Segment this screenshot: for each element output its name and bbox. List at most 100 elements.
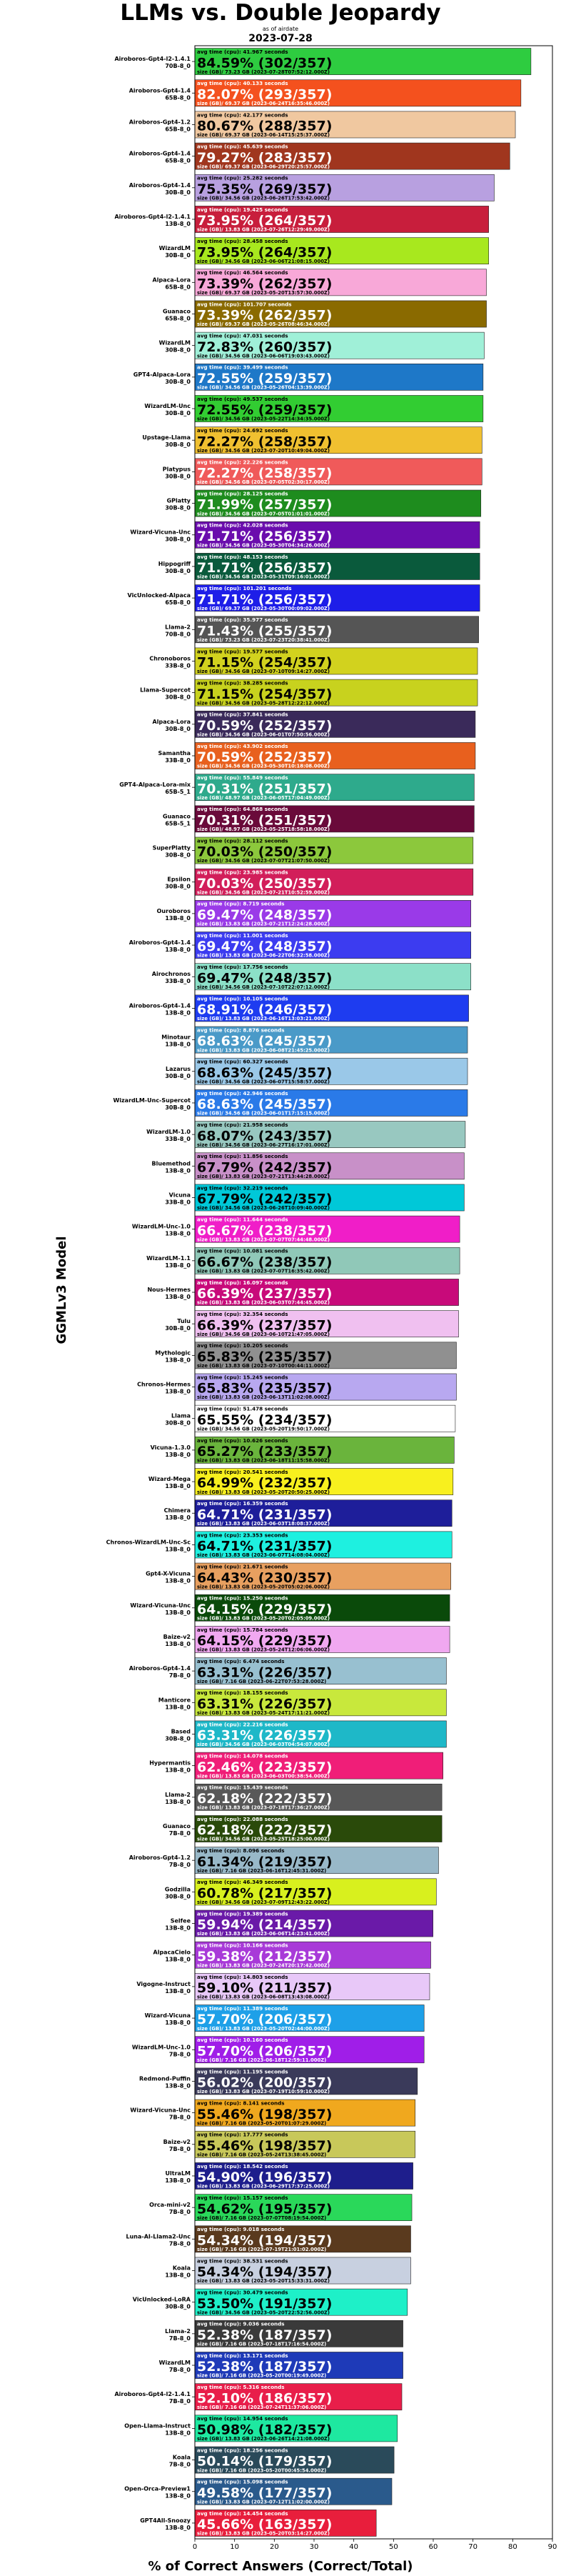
- bar-percent-label: 71.71% (256/357): [197, 560, 332, 576]
- y-tick-name: VicUnlocked-Alpaca: [128, 592, 191, 599]
- y-tick-size: 13B-8_0: [165, 1514, 191, 1521]
- bar-time-label: avg time (cpu): 24.692 seconds: [197, 427, 288, 434]
- y-tick-name: GPT4-Alpaca-Lora: [133, 371, 191, 378]
- bar-time-label: avg time (cpu): 23.985 seconds: [197, 869, 288, 876]
- bar-percent-label: 45.66% (163/357): [197, 2517, 332, 2532]
- bar-time-label: avg time (cpu): 30.479 seconds: [197, 2290, 288, 2296]
- bar-time-label: avg time (cpu): 13.171 seconds: [197, 2352, 288, 2359]
- x-axis-label: % of Correct Answers (Correct/Total): [148, 2559, 413, 2574]
- bar-time-label: avg time (cpu): 9.036 seconds: [197, 2321, 285, 2327]
- bar-size-label: size (GB)/ 34.56 GB (2023-06-01T07:50:56…: [197, 732, 330, 738]
- y-tick-name: Vicuna-1.3.0: [151, 1444, 191, 1451]
- bar-size-label: size (GB)/ 13.83 GB (2023-07-10T00:44:11…: [197, 1363, 330, 1369]
- bar-time-label: avg time (cpu): 32.219 seconds: [197, 1184, 288, 1191]
- bar-percent-label: 64.15% (229/357): [197, 1633, 332, 1649]
- y-tick-size: 13B-8_0: [165, 1009, 191, 1016]
- bar-time-label: avg time (cpu): 21.671 seconds: [197, 1563, 288, 1569]
- bar: [194, 2194, 413, 2221]
- bar-size-label: size (GB)/ 48.97 GB (2023-05-25T18:58:18…: [197, 827, 330, 832]
- bar-percent-label: 49.58% (177/357): [197, 2485, 332, 2501]
- y-tick-size: 13B-8_0: [165, 2082, 191, 2089]
- bar-size-label: size (GB)/ 13.83 GB (2023-06-06T14:23:41…: [197, 1931, 330, 1937]
- bar-percent-label: 65.27% (233/357): [197, 1444, 332, 1459]
- bar-size-label: size (GB)/ 13.83 GB (2023-07-12T11:02:00…: [197, 2499, 330, 2505]
- bar-time-label: avg time (cpu): 22.226 seconds: [197, 459, 288, 465]
- bar-size-label: size (GB)/ 13.83 GB (2023-06-03T18:08:37…: [197, 1521, 330, 1527]
- bar-time-label: avg time (cpu): 10.626 seconds: [197, 1437, 288, 1444]
- y-tick-name: WizardLM: [159, 2360, 191, 2366]
- bar-percent-label: 52.10% (186/357): [197, 2390, 332, 2406]
- bar-percent-label: 60.78% (217/357): [197, 1886, 332, 1902]
- bar-time-label: avg time (cpu): 10.160 seconds: [197, 2037, 288, 2043]
- bar-time-label: avg time (cpu): 22.216 seconds: [197, 1721, 288, 1727]
- y-tick-name: WizardLM-Unc-Supercot: [113, 1097, 191, 1104]
- x-tick-label: 80: [508, 2543, 517, 2551]
- y-tick-name: Based: [171, 1728, 191, 1734]
- bar-size-label: size (GB)/ 34.56 GB (2023-07-09T12:43:22…: [197, 1899, 330, 1905]
- bar: [194, 331, 485, 359]
- bar-time-label: avg time (cpu): 16.359 seconds: [197, 1500, 288, 1507]
- bar-time-label: avg time (cpu): 14.454 seconds: [197, 2510, 288, 2517]
- bar-size-label: size (GB)/ 13.83 GB (2023-05-20T03:14:27…: [197, 2531, 330, 2537]
- bar: [194, 679, 478, 707]
- bar: [194, 1847, 439, 1874]
- bar: [194, 395, 484, 422]
- bar: [194, 2510, 377, 2537]
- bar-percent-label: 64.71% (231/357): [197, 1539, 332, 1554]
- bar-time-label: avg time (cpu): 19.577 seconds: [197, 648, 288, 654]
- y-tick-size: 7B-8_0: [169, 1862, 191, 1868]
- bar-percent-label: 66.67% (238/357): [197, 1223, 332, 1239]
- bar-percent-label: 61.34% (219/357): [197, 1854, 332, 1869]
- bar-size-label: size (GB)/ 34.56 GB (2023-06-27T16:17:01…: [197, 1142, 330, 1148]
- y-tick-name: Samantha: [158, 750, 191, 757]
- bar: [194, 1973, 430, 2000]
- x-tick-label: 70: [468, 2543, 477, 2551]
- bar-time-label: avg time (cpu): 37.841 seconds: [197, 712, 288, 718]
- bar-size-label: size (GB)/ 13.83 GB (2023-06-08T13:43:08…: [197, 1995, 330, 2000]
- bar-size-label: size (GB)/ 34.56 GB (2023-06-06T19:03:43…: [197, 353, 330, 359]
- y-tick-name: Llama-2: [165, 1792, 191, 1798]
- bar-percent-label: 67.79% (242/357): [197, 1159, 332, 1175]
- bar-time-label: avg time (cpu): 18.542 seconds: [197, 2163, 288, 2170]
- bar-percent-label: 52.38% (187/357): [197, 2359, 332, 2375]
- y-tick-name: Wizard-Vicuna-Unc: [130, 529, 191, 536]
- y-tick-size: 7B-8_0: [169, 2146, 191, 2152]
- bar-size-label: size (GB)/ 13.83 GB (2023-07-07T07:44:48…: [197, 1237, 330, 1242]
- y-tick-name: Mythologic: [155, 1349, 191, 1356]
- bar-time-label: avg time (cpu): 42.028 seconds: [197, 522, 288, 529]
- y-tick-name: WizardLM-1.1: [146, 1255, 191, 1262]
- y-tick-name: Epsilon: [167, 877, 191, 883]
- bar: [194, 364, 484, 391]
- bar: [194, 2036, 425, 2064]
- bar-time-label: avg time (cpu): 5.316 seconds: [197, 2384, 285, 2390]
- bar-time-label: avg time (cpu): 11.195 seconds: [197, 2068, 288, 2075]
- y-tick-name: Airoboros-Gpt4-1.4: [129, 151, 191, 157]
- bar: [194, 1279, 459, 1306]
- y-tick-size: 30B-8_0: [165, 1073, 191, 1079]
- y-tick-size: 7B-8_0: [169, 1672, 191, 1679]
- bar: [194, 1531, 453, 1559]
- bar-time-label: avg time (cpu): 8.719 seconds: [197, 901, 285, 907]
- bar: [194, 2383, 403, 2411]
- bar: [194, 805, 475, 833]
- y-tick-name: AlpacaCielo: [153, 1950, 191, 1956]
- bar: [194, 237, 489, 265]
- y-tick-size: 65B-8_0: [165, 284, 191, 290]
- bar-percent-label: 62.18% (222/357): [197, 1791, 332, 1807]
- bar: [194, 1373, 457, 1401]
